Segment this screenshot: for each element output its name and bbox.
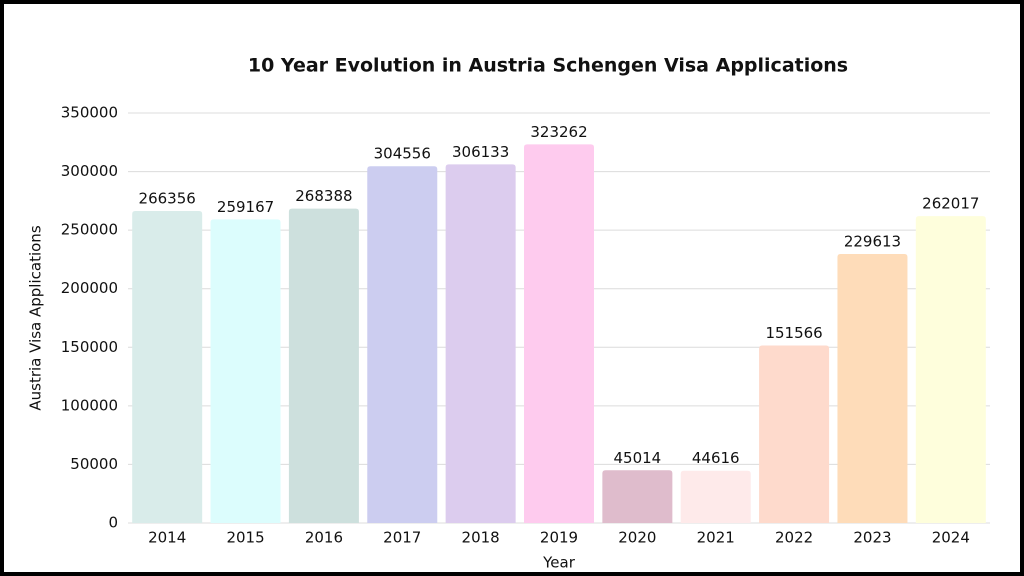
data-label: 306133 [452, 143, 509, 161]
y-tick-label: 200000 [61, 279, 118, 297]
bar [915, 216, 986, 523]
x-tick-label: 2020 [618, 529, 656, 547]
y-tick-label: 300000 [61, 162, 118, 180]
y-tick-label: 100000 [61, 396, 118, 414]
data-label: 45014 [614, 449, 662, 467]
chart-title: 10 Year Evolution in Austria Schengen Vi… [248, 55, 848, 77]
data-label: 229613 [844, 233, 901, 251]
data-label: 323262 [530, 123, 587, 141]
x-tick-label: 2018 [462, 529, 500, 547]
y-tick-label: 150000 [61, 338, 118, 356]
data-label: 304556 [374, 145, 431, 163]
x-tick-label: 2017 [383, 529, 421, 547]
y-axis-label: Austria Visa Applications [27, 225, 45, 410]
data-label: 259167 [217, 198, 274, 216]
data-label: 268388 [295, 187, 352, 205]
y-tick-label: 50000 [70, 455, 118, 473]
data-label: 262017 [922, 195, 979, 213]
bar [680, 470, 751, 523]
data-label: 266356 [139, 189, 196, 207]
bar [288, 208, 359, 523]
bar [210, 219, 281, 524]
data-label: 151566 [765, 324, 822, 342]
bar [759, 345, 830, 523]
x-tick-label: 2021 [697, 529, 735, 547]
data-label: 44616 [692, 449, 740, 467]
x-tick-label: 2015 [226, 529, 264, 547]
x-axis-label: Year [542, 554, 576, 572]
y-tick-label: 0 [108, 514, 118, 532]
x-tick-label: 2019 [540, 529, 578, 547]
bar [367, 166, 438, 523]
x-tick-label: 2023 [853, 529, 891, 547]
bar [132, 210, 203, 523]
bar [837, 254, 908, 523]
bar [602, 470, 673, 523]
x-tick-label: 2016 [305, 529, 343, 547]
y-tick-label: 350000 [61, 104, 118, 122]
bar [524, 144, 594, 523]
x-tick-label: 2024 [932, 529, 970, 547]
x-tick-label: 2022 [775, 529, 813, 547]
x-tick-label: 2014 [148, 529, 186, 547]
y-tick-label: 250000 [61, 221, 118, 239]
bar [445, 164, 516, 523]
